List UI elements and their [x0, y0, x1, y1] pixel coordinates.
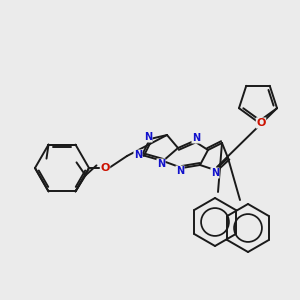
Text: N: N	[157, 159, 165, 169]
Text: N: N	[144, 132, 152, 142]
Text: N: N	[176, 166, 184, 176]
Text: N: N	[134, 150, 142, 160]
Text: O: O	[256, 118, 266, 128]
Text: N: N	[192, 133, 200, 143]
Text: O: O	[100, 163, 110, 173]
Text: N: N	[211, 168, 219, 178]
